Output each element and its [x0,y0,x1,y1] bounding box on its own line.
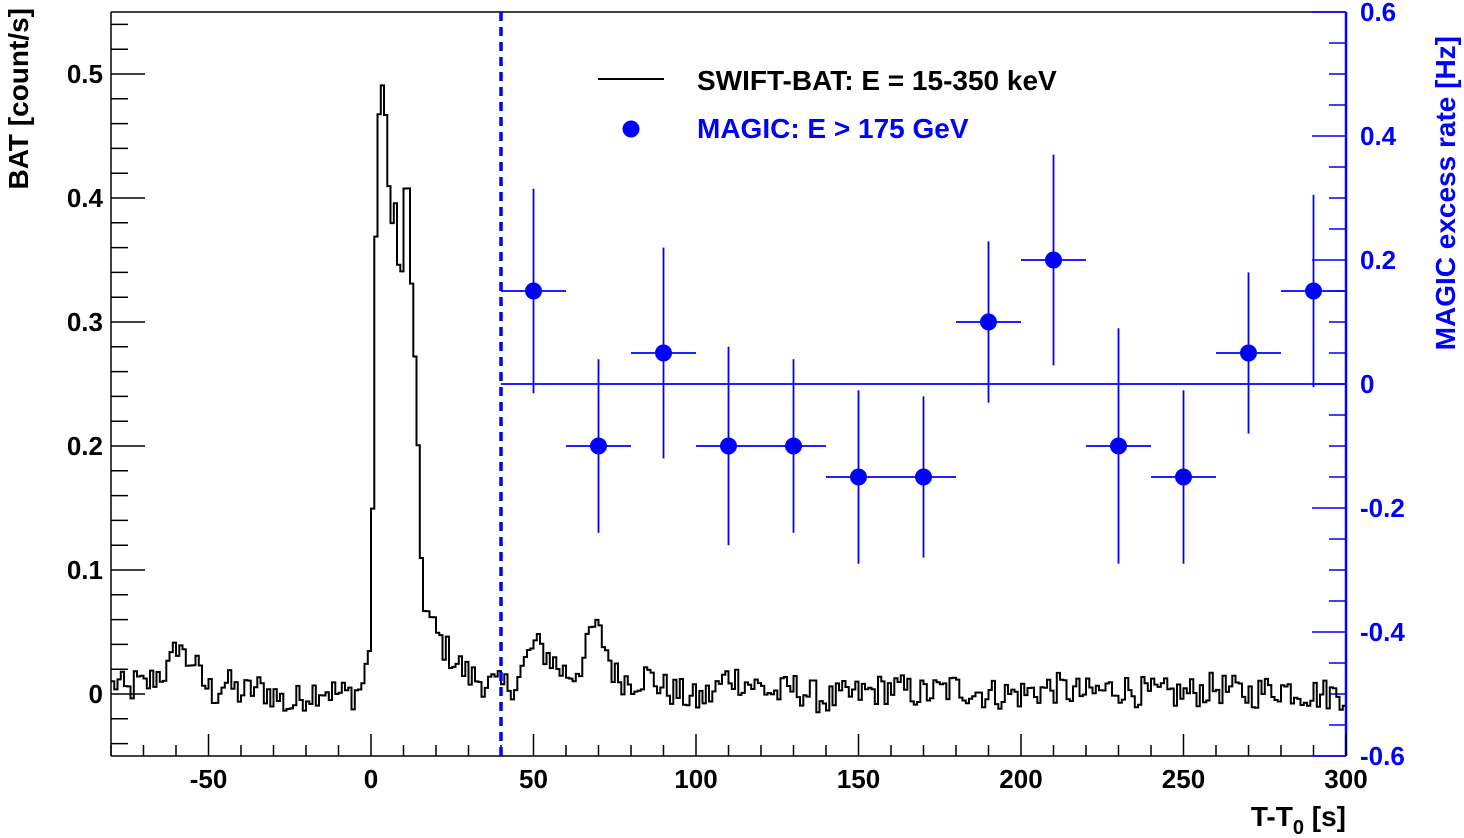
legend-label-magic: MAGIC: E > 175 GeV [697,113,969,144]
y-left-tick-label: 0.1 [67,555,103,585]
x-tick-label: 250 [1162,764,1205,794]
y-left-axis-title: BAT [count/s] [3,8,34,189]
y-right-tick-label: 0.4 [1360,121,1397,151]
x-axis-title-main: T-T [1251,801,1293,832]
magic-point [720,437,737,455]
magic-point [785,437,802,455]
y-right-tick-label: -0.6 [1360,741,1405,771]
magic-point [1305,282,1322,300]
magic-point [1175,468,1192,486]
y-right-tick-label: -0.2 [1360,493,1405,523]
magic-point [525,282,542,300]
magic-point [1045,251,1062,269]
x-axis-title: T-T0 [s] [1251,801,1346,838]
x-tick-label: 200 [999,764,1042,794]
magic-point [655,344,672,362]
legend-marker-symbol [622,120,640,138]
x-tick-label: 150 [837,764,880,794]
y-right-tick-label: 0.2 [1360,245,1396,275]
x-tick-label: 50 [519,764,548,794]
magic-point [980,313,997,331]
magic-point [1240,344,1257,362]
x-tick-label: 100 [674,764,717,794]
x-axis-title-subscript: 0 [1293,817,1304,838]
y-right-tick-label: 0.6 [1360,0,1396,27]
y-right-tick-label: -0.4 [1360,617,1405,647]
x-tick-label: -50 [190,764,228,794]
x-axis-title-unit: [s] [1304,801,1346,832]
magic-point [1110,437,1127,455]
legend-label-bat: SWIFT-BAT: E = 15-350 keV [697,65,1057,96]
x-tick-label: 0 [364,764,378,794]
y-left-tick-label: 0.5 [67,59,103,89]
y-left-tick-label: 0.4 [67,183,104,213]
y-left-tick-label: 0 [89,679,103,709]
legend: SWIFT-BAT: E = 15-350 keV MAGIC: E > 175 … [598,65,1057,144]
magic-point [850,468,867,486]
y-left-tick-label: 0.2 [67,431,103,461]
bat-light-curve [111,84,1346,714]
y-right-tick-label: 0 [1360,369,1374,399]
magic-point [915,468,932,486]
x-tick-label: 300 [1324,764,1367,794]
y-left-tick-label: 0.3 [67,307,103,337]
magic-point [590,437,607,455]
y-right-axis-title: MAGIC excess rate [Hz] [1430,36,1461,350]
